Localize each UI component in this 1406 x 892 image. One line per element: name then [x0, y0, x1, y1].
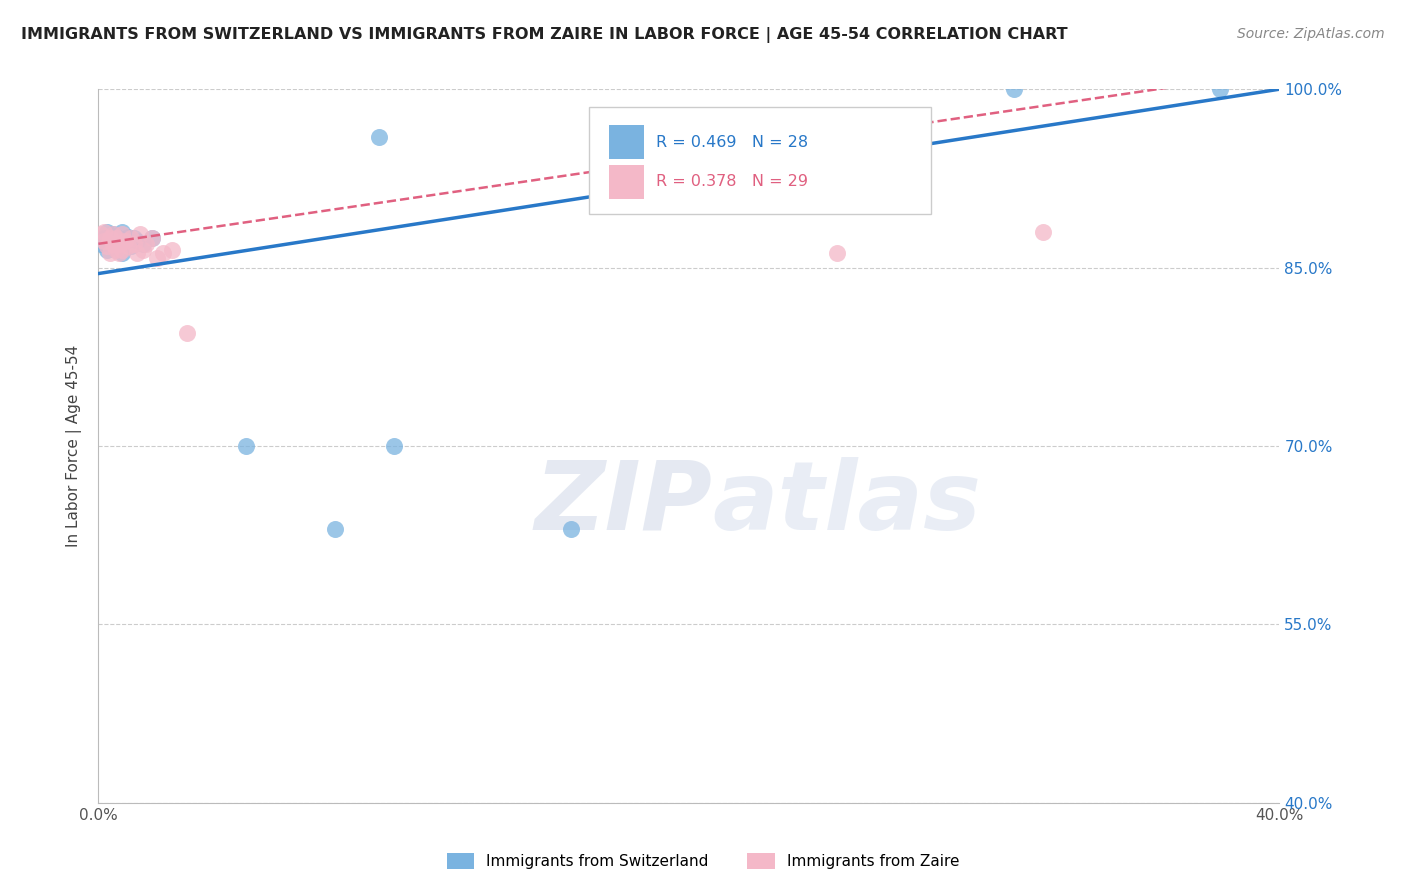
Point	[135, 236, 157, 251]
Point	[146, 251, 169, 265]
Text: ZIP: ZIP	[534, 457, 713, 549]
Text: R = 0.469   N = 28: R = 0.469 N = 28	[655, 135, 808, 150]
Point	[1032, 225, 1054, 239]
Point	[90, 236, 112, 251]
Point	[111, 243, 134, 257]
Point	[368, 129, 391, 144]
Point	[108, 236, 131, 251]
Point	[96, 243, 118, 257]
Point	[122, 231, 145, 245]
Point	[103, 236, 125, 251]
Point	[114, 235, 136, 249]
Point	[176, 326, 198, 340]
FancyBboxPatch shape	[589, 107, 931, 214]
Point	[152, 246, 174, 260]
Point	[235, 439, 257, 453]
Point	[114, 235, 136, 249]
Y-axis label: In Labor Force | Age 45-54: In Labor Force | Age 45-54	[66, 345, 83, 547]
Point	[93, 231, 115, 245]
Point	[93, 235, 115, 249]
Point	[323, 522, 346, 536]
Point	[111, 225, 134, 239]
Point	[128, 227, 150, 242]
Point	[108, 231, 131, 245]
Text: R = 0.378   N = 29: R = 0.378 N = 29	[655, 175, 808, 189]
Point	[120, 239, 142, 253]
Point	[96, 225, 118, 239]
FancyBboxPatch shape	[609, 125, 644, 159]
Point	[96, 239, 118, 253]
Point	[125, 246, 148, 260]
Point	[105, 243, 128, 257]
Point	[93, 225, 115, 239]
Point	[132, 236, 155, 251]
Point	[98, 246, 121, 260]
Point	[105, 243, 128, 257]
Text: IMMIGRANTS FROM SWITZERLAND VS IMMIGRANTS FROM ZAIRE IN LABOR FORCE | AGE 45-54 : IMMIGRANTS FROM SWITZERLAND VS IMMIGRANT…	[21, 27, 1067, 43]
Point	[125, 235, 148, 249]
Point	[103, 227, 125, 242]
Point	[108, 246, 131, 260]
Point	[103, 227, 125, 242]
Point	[141, 231, 163, 245]
Point	[108, 236, 131, 251]
Point	[111, 227, 134, 242]
Legend: Immigrants from Switzerland, Immigrants from Zaire: Immigrants from Switzerland, Immigrants …	[440, 847, 966, 875]
Point	[162, 243, 183, 257]
Point	[98, 231, 121, 245]
Point	[825, 246, 848, 260]
Point	[122, 236, 145, 251]
Point	[117, 229, 139, 244]
Text: atlas: atlas	[713, 457, 981, 549]
Point	[90, 227, 112, 242]
Point	[141, 231, 163, 245]
Text: Source: ZipAtlas.com: Source: ZipAtlas.com	[1237, 27, 1385, 41]
Point	[103, 239, 125, 253]
Point	[111, 246, 134, 260]
Point	[98, 231, 121, 245]
Point	[117, 239, 139, 253]
Point	[98, 236, 121, 251]
Point	[120, 231, 142, 245]
Point	[560, 522, 582, 536]
Point	[1209, 82, 1232, 96]
Point	[105, 231, 128, 245]
Point	[382, 439, 405, 453]
Point	[105, 235, 128, 249]
Point	[1002, 82, 1025, 96]
FancyBboxPatch shape	[609, 165, 644, 199]
Point	[132, 243, 155, 257]
